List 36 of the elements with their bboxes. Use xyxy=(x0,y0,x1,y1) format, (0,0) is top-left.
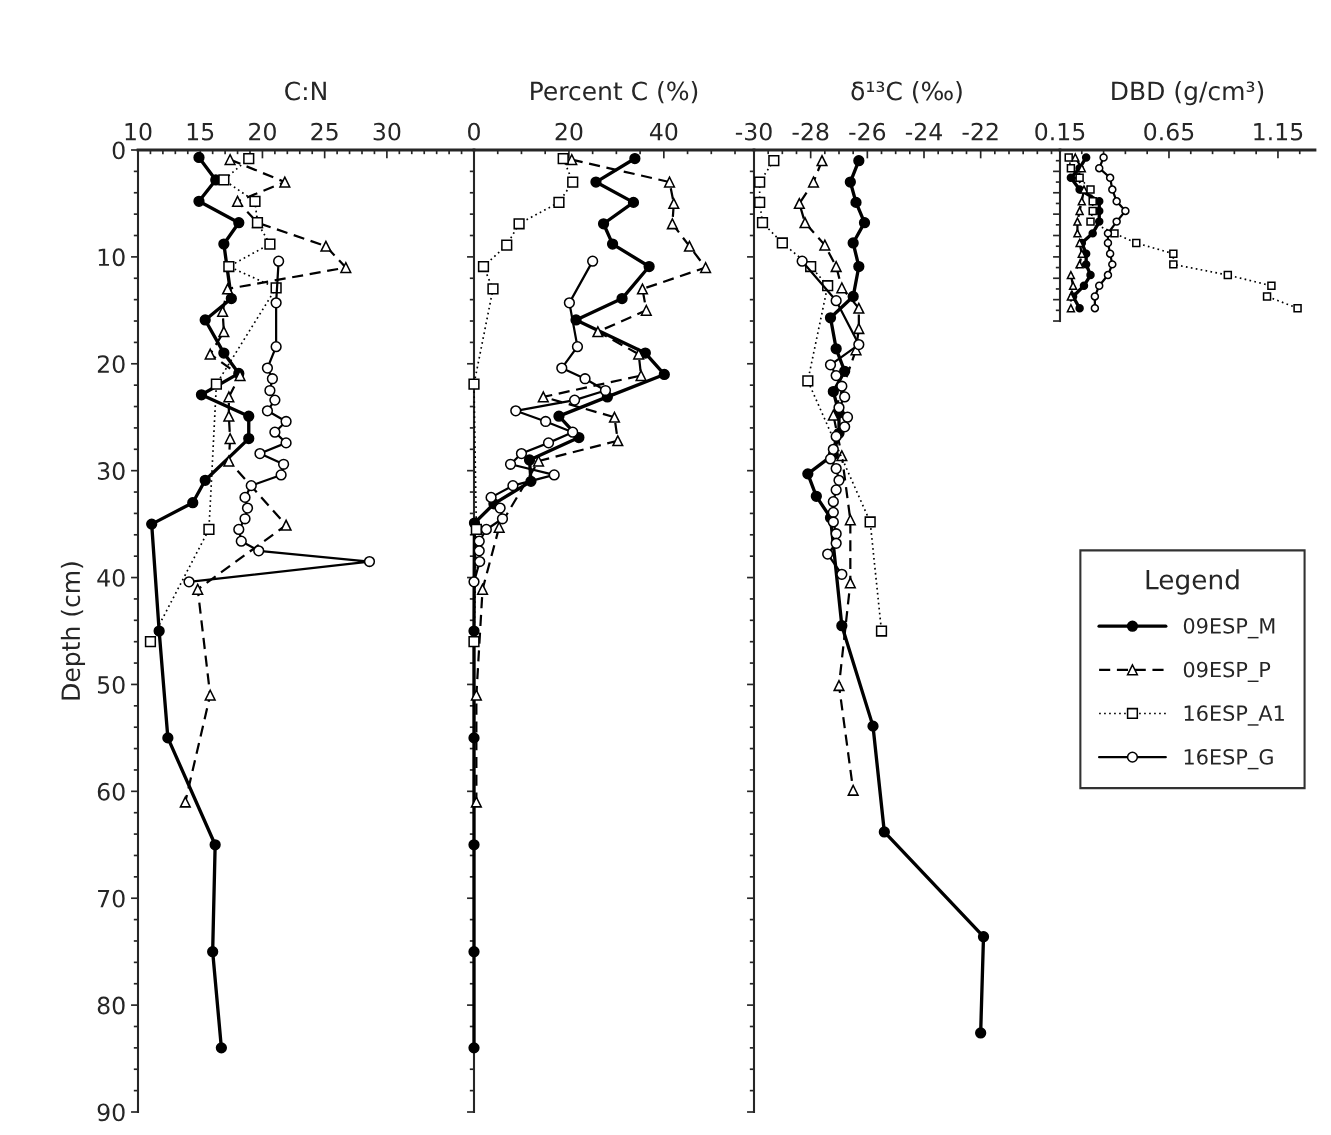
y-tick-label: 0 xyxy=(112,141,125,160)
x-tick-label: -22 xyxy=(962,122,998,141)
y-tick-label: 80 xyxy=(97,996,125,1015)
x-axis-title: δ¹³C (‰) xyxy=(851,81,962,104)
legend-title: Legend xyxy=(1146,569,1239,595)
x-tick-label: 30 xyxy=(373,122,401,141)
x-tick-label: -30 xyxy=(735,122,772,141)
x-axis-title: Percent C (%) xyxy=(531,81,698,104)
x-tick-label: -26 xyxy=(849,122,886,141)
legend-label: 09ESP_M xyxy=(1183,617,1275,639)
legend-label: 16ESP_G xyxy=(1184,748,1273,770)
x-tick-label: -28 xyxy=(792,122,829,141)
y-tick-label: 50 xyxy=(97,675,125,694)
x-axis-title: DBD (g/cm³) xyxy=(1112,81,1264,106)
y-tick-label: 40 xyxy=(97,569,125,587)
x-axis-title: C:N xyxy=(285,81,326,101)
y-tick-label: 20 xyxy=(97,355,125,374)
x-tick-label: 0 xyxy=(468,122,480,141)
x-tick-label: 0.15 xyxy=(1035,122,1085,141)
x-tick-label: -24 xyxy=(905,122,942,141)
x-tick-label: 25 xyxy=(311,122,338,141)
y-tick-label: 10 xyxy=(98,248,125,267)
y-axis-title: Depth (cm) xyxy=(60,562,86,700)
legend-label: 09ESP_P xyxy=(1183,661,1271,683)
x-tick-label: 0.65 xyxy=(1144,122,1194,141)
x-tick-label: 20 xyxy=(555,122,583,141)
y-tick-label: 70 xyxy=(98,889,125,908)
x-tick-label: 40 xyxy=(649,122,678,141)
x-tick-label: 10 xyxy=(125,122,152,141)
x-tick-label: 15 xyxy=(187,123,214,141)
x-tick-label: 20 xyxy=(249,122,276,141)
y-tick-label: 90 xyxy=(97,1103,125,1122)
y-tick-label: 30 xyxy=(97,462,125,480)
x-tick-label: 1.15 xyxy=(1254,123,1303,141)
legend-label: 16ESP_A1 xyxy=(1184,705,1284,726)
y-tick-label: 60 xyxy=(97,782,125,801)
